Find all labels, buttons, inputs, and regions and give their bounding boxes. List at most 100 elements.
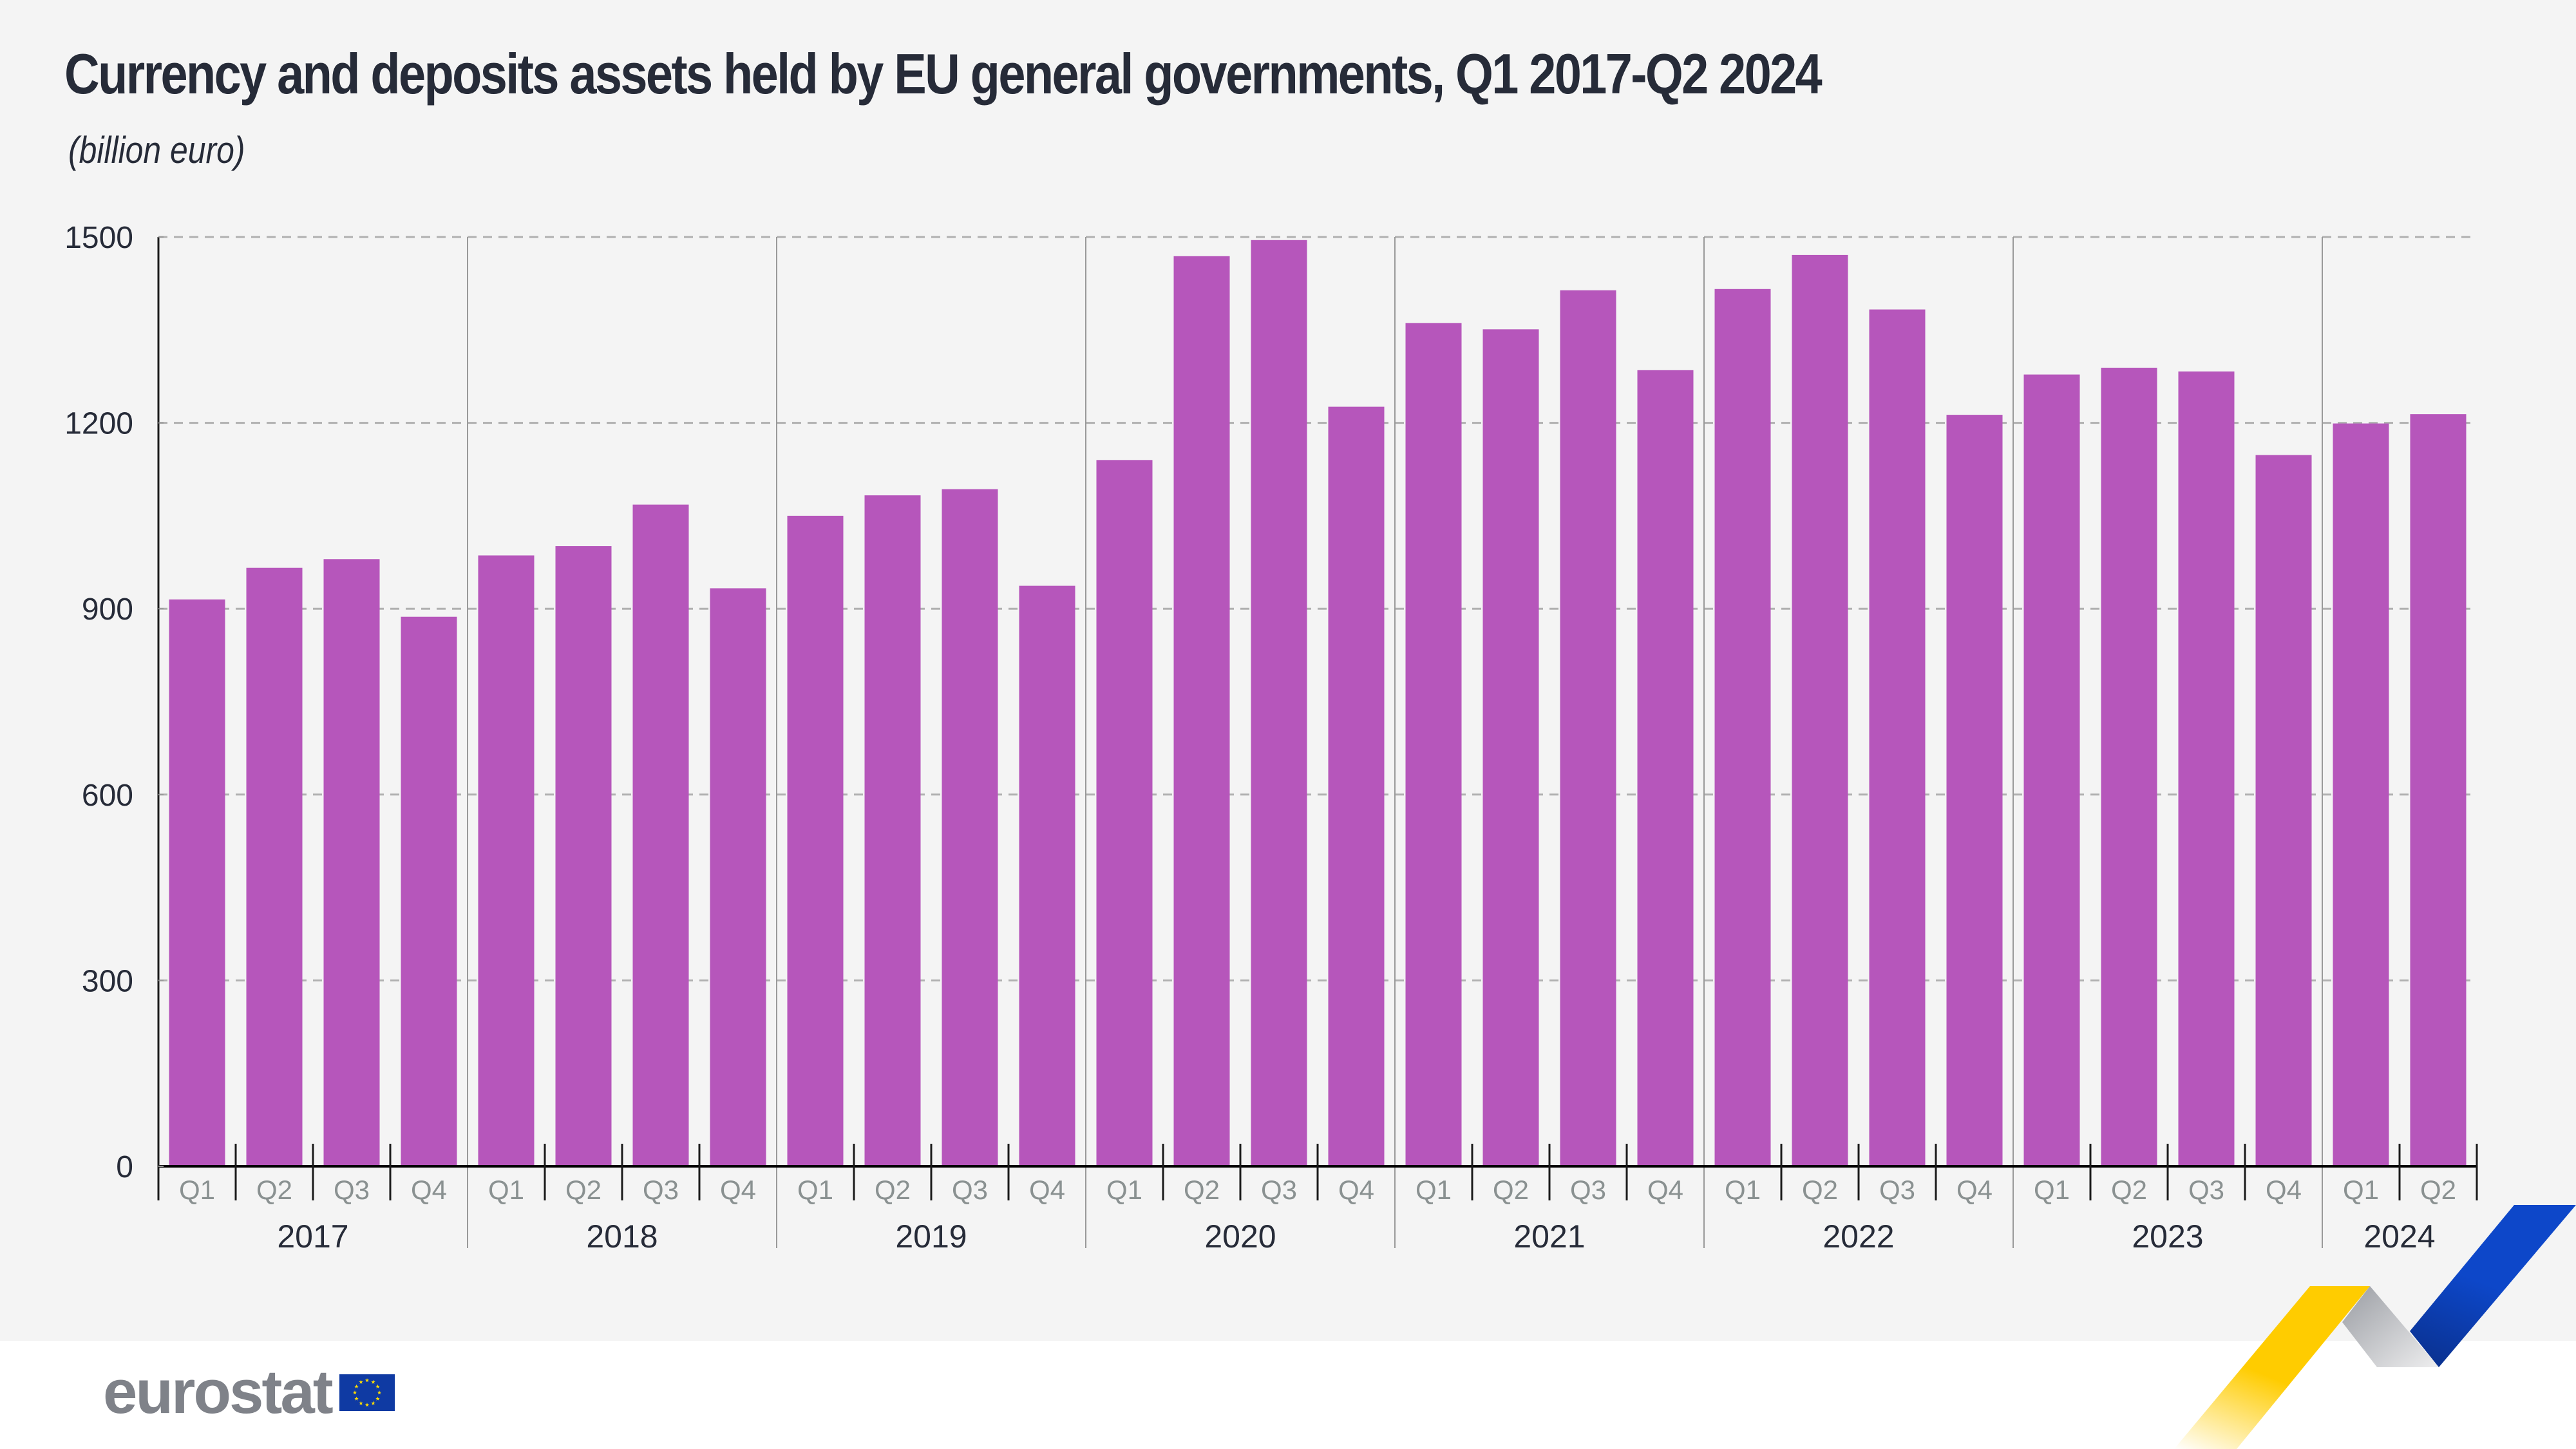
chart-subtitle: (billion euro) [68,129,245,171]
y-tick-label: 1200 [64,407,133,441]
quarter-label: Q1 [179,1175,215,1205]
quarter-label: Q4 [2266,1175,2302,1205]
eu-flag-star-icon [371,1379,375,1384]
year-labels: 2017 2018 2019 2020 2021 2022 2023 2024 [277,1218,2435,1255]
quarter-label: Q1 [1106,1175,1142,1205]
chart-title: Currency and deposits assets held by EU … [64,42,1823,106]
quarter-label: Q3 [334,1175,370,1205]
bar-q4-2020 [1328,406,1385,1166]
bar-q2-2020 [1173,256,1230,1166]
year-label: 2019 [895,1218,967,1255]
ribbon-blue-stripe [2410,1205,2576,1367]
eu-flag-star-icon [375,1384,380,1388]
bar-q4-2018 [710,588,766,1166]
bar-q2-2017 [246,567,303,1166]
quarter-label: Q2 [2420,1175,2456,1205]
quarter-label: Q1 [2034,1175,2070,1205]
bar-q1-2022 [1714,289,1771,1167]
bar-q4-2019 [1019,585,1075,1166]
bar-q1-2017 [169,599,225,1166]
bar-q1-2018 [478,555,535,1166]
bar-q3-2020 [1251,240,1307,1166]
quarter-label: Q4 [1956,1175,1993,1205]
quarter-label: Q3 [643,1175,679,1205]
eu-flag-star-icon [354,1384,359,1388]
quarter-label: Q1 [1416,1175,1452,1205]
year-label: 2024 [2363,1218,2435,1255]
bar-q1-2024 [2333,423,2389,1166]
y-tick-label: 0 [116,1150,133,1184]
quarter-label: Q1 [1725,1175,1761,1205]
bar-q4-2021 [1637,370,1694,1166]
ribbon-yellow-stripe [2174,1286,2370,1449]
eu-flag-icon [339,1374,395,1411]
bar-q4-2023 [2255,455,2312,1166]
bar-q3-2021 [1560,290,1616,1167]
quarter-label: Q4 [1647,1175,1683,1205]
eu-flag-star-icon [354,1396,359,1401]
y-tick-label: 1500 [64,221,133,255]
quarter-label: Q4 [411,1175,447,1205]
eu-flag-star-icon [375,1396,380,1401]
bar-q3-2017 [323,559,380,1166]
bar-q2-2021 [1482,329,1539,1166]
eu-flag-star-icon [377,1390,381,1394]
eu-flag-star-icon [365,1402,369,1406]
y-tick-labels: 0 300 600 900 1200 1500 [64,221,133,1184]
quarter-label: Q3 [1570,1175,1606,1205]
quarter-label: Q4 [720,1175,756,1205]
eu-flag-star-icon [359,1401,363,1405]
bar-q2-2022 [1792,254,1848,1167]
bar-q1-2020 [1096,460,1153,1166]
eu-flag-star-icon [352,1390,357,1394]
bars [169,240,2467,1167]
year-label: 2021 [1513,1218,1585,1255]
quarter-label: Q3 [1879,1175,1915,1205]
quarter-labels: Q1 Q2 Q3 Q4 Q1 Q2 Q3 Q4 Q1 Q2 Q3 Q4 Q1 Q2 Q3 Q4 Q1 Q2 Q3 Q4… [179,1175,2456,1205]
quarter-label: Q2 [1802,1175,1838,1205]
quarter-label: Q1 [2343,1175,2379,1205]
gridlines [158,236,2477,981]
quarter-label: Q2 [256,1175,292,1205]
quarter-label: Q4 [1029,1175,1065,1205]
quarter-label: Q2 [565,1175,601,1205]
bar-q1-2023 [2023,374,2080,1167]
bar-q3-2022 [1869,309,1926,1167]
y-tick-label: 600 [82,779,133,813]
eurostat-wordmark: eurostat [103,1358,334,1426]
bar-q2-2019 [864,495,921,1166]
bar-q2-2023 [2101,367,2157,1167]
year-label: 2020 [1204,1218,1276,1255]
quarter-label: Q3 [952,1175,988,1205]
year-label: 2017 [277,1218,348,1255]
bar-q1-2019 [787,515,844,1166]
year-label: 2022 [1823,1218,1894,1255]
eu-flag-star-icon [365,1378,369,1382]
bar-q3-2018 [632,504,689,1166]
bar-q4-2017 [401,616,457,1166]
quarter-label: Q1 [488,1175,524,1205]
quarter-label: Q2 [2111,1175,2147,1205]
year-label: 2023 [2132,1218,2203,1255]
ribbon-grey-stripe [2342,1286,2439,1367]
y-tick-label: 300 [82,964,133,998]
year-label: 2018 [586,1218,658,1255]
quarter-label: Q3 [1261,1175,1297,1205]
quarter-label: Q1 [797,1175,833,1205]
bar-q4-2022 [1946,415,2003,1166]
eurostat-logo: eurostat [103,1360,395,1425]
quarter-label: Q2 [875,1175,911,1205]
bar-q2-2024 [2410,414,2467,1166]
bar-q3-2023 [2178,371,2235,1166]
bar-q3-2019 [942,489,998,1167]
eu-flag-star-icon [359,1379,363,1384]
quarter-label: Q3 [2188,1175,2224,1205]
quarter-label: Q2 [1184,1175,1220,1205]
year-separators [467,237,2323,1248]
eu-flag-star-icon [371,1401,375,1405]
axes [157,236,2478,1200]
bar-q1-2021 [1405,323,1462,1166]
quarter-label: Q2 [1493,1175,1529,1205]
